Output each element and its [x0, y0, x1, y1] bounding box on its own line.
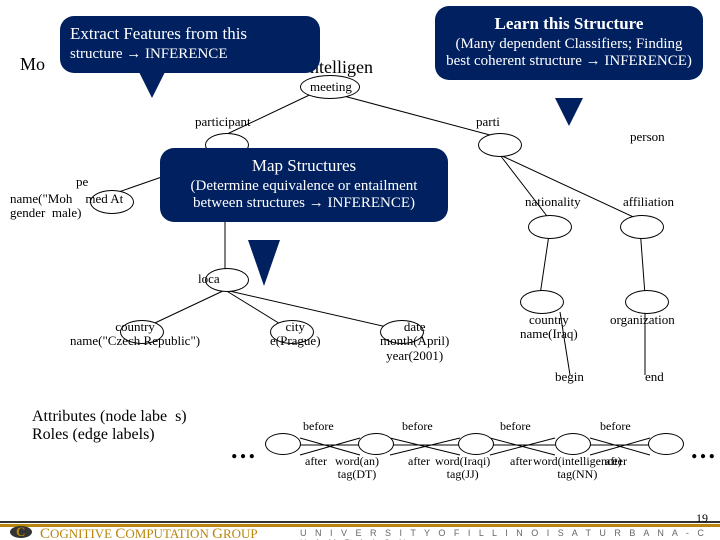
callout-extract-sub: structure → INFERENCE — [70, 46, 310, 63]
footer-group: COGNITIVE COMPUTATION GROUP — [40, 526, 258, 540]
person-left-attrs: name("Moh med At gender male) — [10, 192, 123, 221]
affiliation-label: affiliation — [623, 195, 674, 209]
footer-uni: U N I V E R S I T Y O F I L L I N O I S … — [300, 528, 720, 540]
attributes-text: Attributes (node labe s) Roles (edge lab… — [32, 408, 187, 443]
after-1: after — [305, 455, 327, 468]
callout-learn-title: Learn this Structure — [445, 14, 693, 34]
person-right-label: person — [630, 130, 665, 144]
callout-learn-sub: (Many dependent Classifiers; Finding bes… — [445, 36, 693, 71]
meeting-label: meeting — [310, 80, 352, 94]
after-3: after — [510, 455, 532, 468]
mo-prefix: Mo — [20, 55, 45, 75]
pe-fragment: pe — [76, 175, 88, 189]
slide-stage: { "callouts": { "extract": { "title": "E… — [0, 0, 720, 540]
node-word-3 — [458, 433, 494, 455]
footer-page: 19 — [696, 511, 708, 526]
callout-map: Map Structures (Determine equivalence or… — [160, 148, 448, 222]
loc-fragment: loca — [198, 272, 220, 286]
before-4: before — [600, 420, 631, 433]
node-nationality — [528, 215, 572, 239]
nationality-label: nationality — [525, 195, 581, 209]
country-left-label: country name("Czech Republic") — [70, 320, 200, 349]
country-right-label: country name(Iraq) — [520, 313, 578, 342]
word-iraqi: word(Iraqi) tag(JJ) — [435, 455, 490, 481]
node-organization — [625, 290, 669, 314]
node-word-1 — [265, 433, 301, 455]
node-affiliation — [620, 215, 664, 239]
end-label: end — [645, 370, 664, 384]
footer: COGNITIVE COMPUTATION GROUP U N I V E R … — [0, 506, 720, 540]
begin-label: begin — [555, 370, 584, 384]
parti-label: parti — [476, 115, 500, 129]
city-label: city e(Prague) — [270, 320, 321, 349]
word-an: word(an) tag(DT) — [335, 455, 379, 481]
participant-left-label: participant — [195, 115, 251, 129]
callout-map-title: Map Structures — [170, 156, 438, 176]
callout-learn-tail — [555, 98, 583, 126]
before-3: before — [500, 420, 531, 433]
after-2: after — [408, 455, 430, 468]
before-1: before — [303, 420, 334, 433]
footer-line-dark — [0, 521, 720, 523]
node-participant-right — [478, 133, 522, 157]
node-word-5 — [648, 433, 684, 455]
callout-map-tail — [248, 240, 280, 286]
footer-logo-icon — [10, 526, 32, 538]
before-2: before — [402, 420, 433, 433]
callout-extract-tail — [138, 70, 166, 98]
date-label: date month(April) year(2001) — [380, 320, 449, 363]
organization-label: organization — [610, 313, 675, 327]
ellipsis-left: … — [230, 435, 256, 465]
node-country-right — [520, 290, 564, 314]
word-intel: word(intelligence) tag(NN) — [533, 455, 622, 481]
ellipsis-right: … — [690, 435, 716, 465]
node-word-4 — [555, 433, 591, 455]
node-word-2 — [358, 433, 394, 455]
callout-learn: Learn this Structure (Many dependent Cla… — [435, 6, 703, 80]
callout-map-sub: (Determine equivalence or entailment bet… — [170, 178, 438, 213]
callout-extract: Extract Features from this structure → I… — [60, 16, 320, 73]
callout-extract-title: Extract Features from this — [70, 24, 310, 44]
